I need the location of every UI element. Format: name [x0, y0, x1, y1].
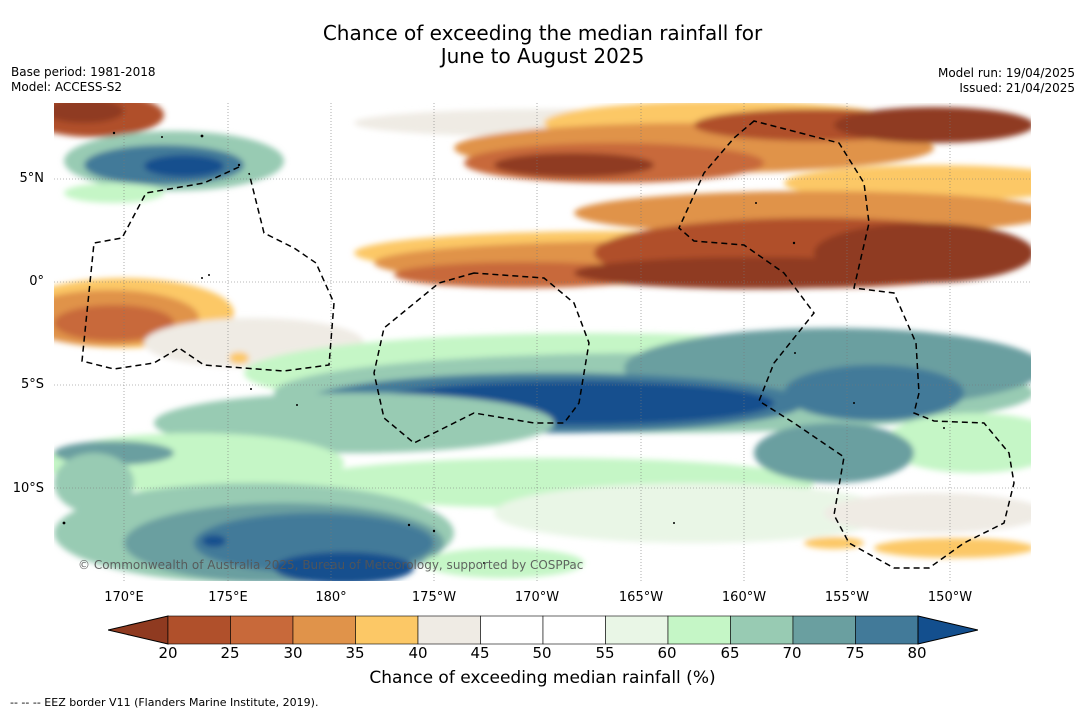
copyright-text: © Commonwealth of Australia 2025, Bureau… [78, 558, 584, 572]
colorbar-swatch [230, 615, 294, 645]
lat-label-10s: 10°S [12, 481, 44, 496]
colorbar-tick-label: 25 [220, 644, 240, 662]
colorbar-tick-label: 20 [158, 644, 178, 662]
colorbar-tick-label: 70 [782, 644, 802, 662]
colorbar-extend-low [108, 615, 169, 645]
rainfall-map [54, 103, 1031, 581]
colorbar-tick-label: 75 [845, 644, 865, 662]
colorbar-swatch [355, 615, 419, 645]
colorbar-swatch [167, 615, 231, 645]
colorbar-swatch [292, 615, 356, 645]
colorbar-tick-label: 60 [657, 644, 677, 662]
lon-label-170e: 170°E [104, 590, 144, 605]
colorbar-tick-label: 80 [907, 644, 927, 662]
colorbar-swatch [542, 615, 606, 645]
model-run-text: Model run: 19/04/2025 [937, 66, 1075, 80]
colorbar-tick-label: 65 [720, 644, 740, 662]
colorbar-swatch [667, 615, 731, 645]
lon-label-170w: 170°W [514, 590, 560, 605]
meta-right: Model run: 19/04/2025 Issued: 21/04/2025 [938, 66, 1075, 96]
colorbar-tick-label: 30 [283, 644, 303, 662]
graticule [54, 103, 1031, 581]
meta-left: Base period: 1981-2018 Model: ACCESS-S2 [11, 65, 156, 95]
colorbar-tick-label: 50 [532, 644, 552, 662]
issued-text: Issued: 21/04/2025 [959, 81, 1075, 95]
lon-label-160w: 160°W [721, 590, 767, 605]
lon-label-175w: 175°W [411, 590, 457, 605]
colorbar-tick-label: 40 [408, 644, 428, 662]
colorbar-tick-label: 45 [470, 644, 490, 662]
island-markers [62, 131, 945, 564]
map-title-line1: Chance of exceeding the median rainfall … [322, 21, 763, 45]
rainfall-shading [54, 103, 1031, 581]
map-title-line2: June to August 2025 [440, 44, 645, 68]
map-canvas [54, 103, 1031, 581]
colorbar-tick-label: 55 [595, 644, 615, 662]
lat-label-5s: 5°S [20, 377, 44, 392]
eez-legend-note: -- -- -- EEZ border V11 (Flanders Marine… [10, 696, 319, 709]
colorbar-title: Chance of exceeding median rainfall (%) [369, 668, 716, 688]
lon-label-155w: 155°W [824, 590, 870, 605]
lon-label-165w: 165°W [618, 590, 664, 605]
colorbar-swatch [730, 615, 794, 645]
colorbar [108, 615, 978, 645]
colorbar-swatch [792, 615, 856, 645]
model-text: Model: ACCESS-S2 [11, 80, 123, 94]
colorbar-tick-label: 35 [345, 644, 365, 662]
lon-label-180: 180° [315, 590, 347, 605]
eez-borders [81, 120, 1015, 569]
colorbar-swatch [417, 615, 481, 645]
lon-label-150w: 150°W [927, 590, 973, 605]
colorbar-swatch [605, 615, 669, 645]
colorbar-extend-high [917, 615, 978, 645]
lat-label-0: 0° [29, 274, 44, 289]
lon-label-175e: 175°E [208, 590, 248, 605]
base-period-text: Base period: 1981-2018 [11, 65, 156, 79]
colorbar-swatch [480, 615, 544, 645]
lat-label-5n: 5°N [19, 171, 45, 186]
colorbar-swatch [855, 615, 919, 645]
